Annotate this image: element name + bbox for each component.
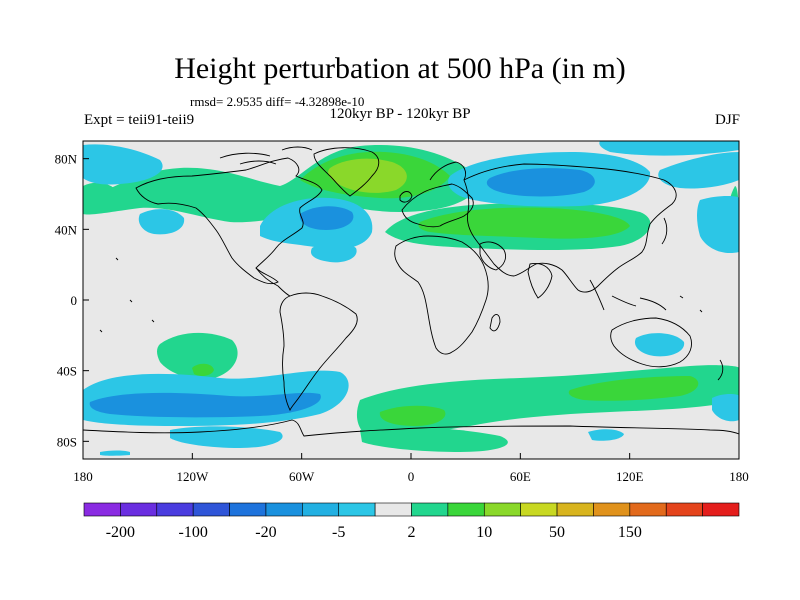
colorbar-label: -100 <box>179 524 208 541</box>
coastline-asia <box>463 163 677 293</box>
x-tick-label: 180 <box>729 469 749 484</box>
field-negative-central-pacific <box>138 209 185 235</box>
field-negative-australia-east <box>634 333 685 357</box>
experiment-label: Expt = teii91-teii9 <box>84 112 195 128</box>
colorbar-swatch <box>338 502 376 517</box>
coastline-arabia <box>479 241 507 271</box>
colorbar-label: -200 <box>106 524 135 541</box>
contour-fields <box>83 141 739 456</box>
field-positive-eurasia-core <box>418 207 630 239</box>
colorbar-swatch <box>593 502 631 517</box>
x-tick-label: 180 <box>73 469 93 484</box>
field-positive-south-pacific <box>157 332 238 380</box>
coastline-australia <box>610 317 692 368</box>
period-label: 120kyr BP - 120kyr BP <box>329 106 471 122</box>
stats-text: rmsd= 2.9535 diff= -4.32898e-10 <box>190 94 365 109</box>
x-tick-label: 60W <box>289 469 315 484</box>
field-positive-south-atlantic-core <box>379 405 446 426</box>
field-negative-south-east-pacific <box>712 394 739 422</box>
field-positive-indian-ocean-core <box>568 376 699 401</box>
colorbar-swatch <box>120 502 158 517</box>
colorbar-label: -5 <box>332 524 345 541</box>
colorbar-label: 150 <box>618 524 642 541</box>
y-tick-label: 80S <box>57 434 77 449</box>
coastline-south-america <box>279 292 358 412</box>
colorbar-label: 2 <box>408 524 416 541</box>
x-tick-label: 120W <box>176 469 209 484</box>
coastlines <box>83 146 739 437</box>
coastline-central-america <box>255 267 291 297</box>
field-negative-south-west-edge <box>100 450 130 456</box>
field-negative-south-pacific-core <box>89 392 321 418</box>
colorbar-swatch <box>411 502 449 517</box>
coastline-pacific-islands <box>99 257 703 333</box>
colorbar-swatch <box>447 502 485 517</box>
colorbar-swatch <box>192 502 230 517</box>
field-positive-south-pacific-core <box>192 363 214 377</box>
y-tick-label: 40S <box>57 364 77 379</box>
plot-title: Height perturbation at 500 hPa (in m) <box>174 52 626 85</box>
colorbar-swatch <box>374 502 412 517</box>
x-tick-label: 120E <box>616 469 644 484</box>
x-tick-label: 0 <box>408 469 415 484</box>
field-positive-west-pacific <box>83 182 119 212</box>
field-negative-antarctic-east <box>588 429 624 441</box>
field-positive-greenland <box>328 158 407 193</box>
colorbar-swatch <box>265 502 303 517</box>
field-positive-antarctic <box>360 427 508 452</box>
coastline-madagascar <box>489 314 501 332</box>
colorbar-label: 10 <box>476 524 492 541</box>
field-negative-east-asia <box>658 152 739 189</box>
colorbar: -200 -100 -20 -5 2 10 50 150 <box>83 502 740 541</box>
colorbar-label: 50 <box>549 524 565 541</box>
field-negative-siberia-core <box>486 168 595 197</box>
coastline-japan <box>661 217 668 245</box>
field-negative-north-america-core <box>299 206 354 230</box>
colorbar-label: -20 <box>255 524 276 541</box>
coastline-scandinavia <box>429 161 467 181</box>
colorbar-swatch <box>229 502 267 517</box>
y-tick-label: 0 <box>71 293 78 308</box>
colorbar-swatch <box>556 502 594 517</box>
y-tick-label: 80N <box>55 152 78 167</box>
coastline-africa <box>394 235 489 355</box>
coastline-arctic-islands <box>219 146 313 165</box>
season-label: DJF <box>714 112 740 128</box>
colorbar-swatch <box>156 502 194 517</box>
field-negative-north-east-pacific <box>697 196 739 254</box>
colorbar-swatch <box>665 502 703 517</box>
colorbar-swatch <box>520 502 558 517</box>
field-negative-atlantic-small <box>310 242 357 263</box>
coastline-north-america <box>135 157 323 285</box>
coastline-new-zealand <box>717 359 724 381</box>
axis-ticks: 180 120W 60W 0 60E 120E 180 80N 40N 0 40S 80S <box>55 152 749 484</box>
y-tick-label: 40N <box>55 222 78 237</box>
coastline-british-isles <box>399 191 413 203</box>
colorbar-swatch <box>702 502 740 517</box>
field-negative-arctic-east <box>599 141 739 156</box>
coastline-southeast-asia <box>589 279 667 311</box>
coastline-india <box>527 263 553 299</box>
colorbar-swatch <box>483 502 521 517</box>
colorbar-swatch <box>302 502 340 517</box>
coastline-europe <box>401 183 474 228</box>
coastline-antarctica <box>83 419 739 437</box>
coastline-greenland <box>313 147 380 197</box>
colorbar-swatch <box>629 502 667 517</box>
colorbar-swatch <box>83 502 121 517</box>
field-negative-north-pacific <box>83 144 163 185</box>
x-tick-label: 60E <box>510 469 531 484</box>
